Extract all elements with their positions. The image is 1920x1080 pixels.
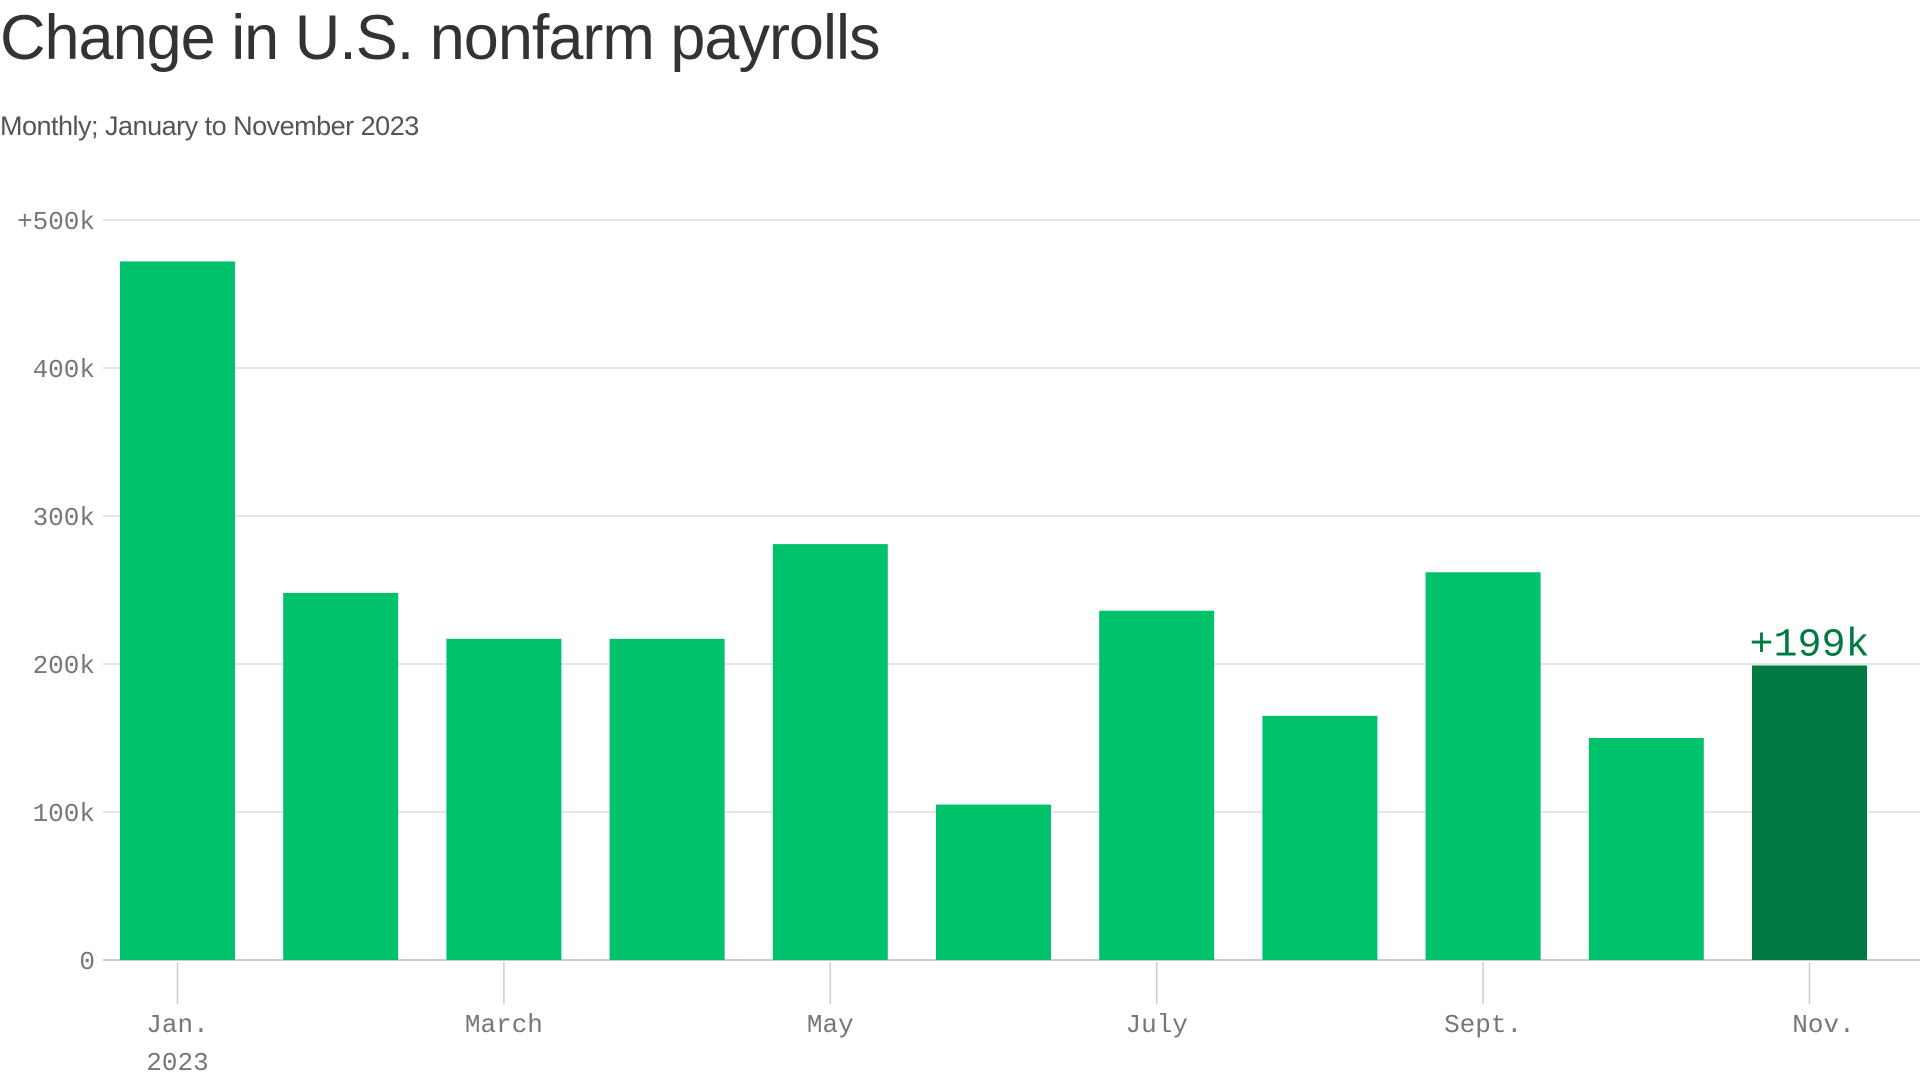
bar-may [772, 544, 888, 960]
x-tick-label: Jan. [146, 1010, 208, 1040]
bar-feb [283, 592, 399, 960]
y-tick-label: 300k [33, 503, 95, 533]
bar-march [446, 638, 562, 960]
y-tick-label: 400k [33, 355, 95, 385]
value-annotation: +199k [1749, 623, 1869, 668]
bar-sept [1425, 572, 1541, 960]
x-axis [176, 962, 1811, 1004]
x-tick-label: March [465, 1010, 543, 1040]
bar-aug [1262, 715, 1378, 960]
y-tick-label: 200k [33, 651, 95, 681]
y-tick-label: 0 [79, 947, 95, 977]
x-tick-label: July [1125, 1010, 1187, 1040]
bar-jan [120, 261, 235, 960]
x-tick-label: May [807, 1010, 854, 1040]
bar-june [936, 804, 1051, 960]
x-tick-label: Sept. [1444, 1010, 1522, 1040]
labels: 0 100k 200k 300k 400k +500k Jan. 2023 March May Ju… [17, 207, 1870, 1078]
chart-title: Change in U.S. nonfarm payrolls [0, 3, 880, 73]
y-tick-label: +500k [17, 207, 95, 237]
chart-subtitle: Monthly; January to November 2023 [0, 111, 419, 141]
y-tick-label: 100k [33, 799, 95, 829]
bar-april [609, 638, 725, 960]
bars [120, 261, 1867, 960]
bar-july [1099, 610, 1215, 960]
x-tick-sublabel: 2023 [146, 1048, 208, 1078]
bar-oct [1588, 738, 1704, 960]
x-tick-label: Nov. [1792, 1010, 1854, 1040]
bar-nov [1752, 665, 1867, 960]
